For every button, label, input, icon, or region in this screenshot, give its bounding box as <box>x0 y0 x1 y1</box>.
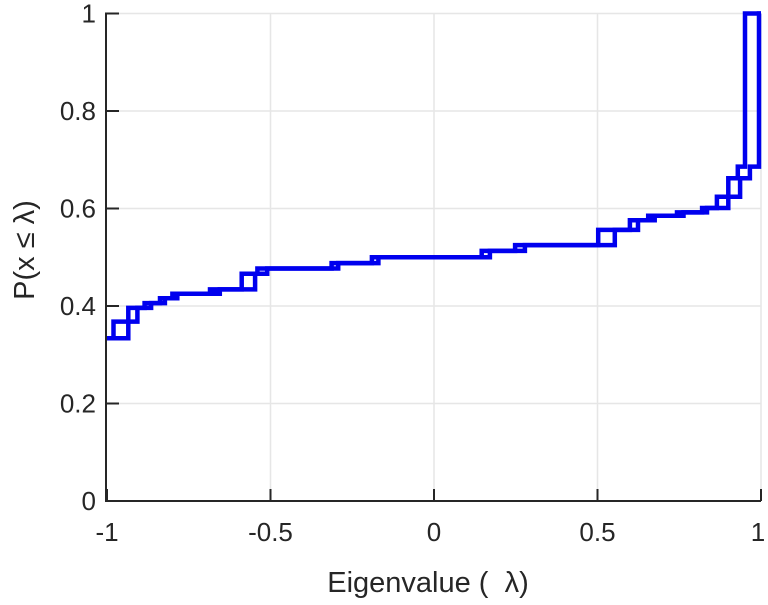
y-tick-label: 0.2 <box>60 389 96 419</box>
gridlines <box>107 12 762 501</box>
x-tick-labels: -1 -0.5 0 0.5 1 <box>95 517 765 547</box>
y-tick-label: 1 <box>82 0 96 29</box>
ecdf-curve-b <box>107 11 762 341</box>
x-tick-label: 1 <box>751 517 765 547</box>
x-tick-label: 0 <box>427 517 441 547</box>
y-tick-labels: 0 0.2 0.4 0.6 0.8 1 <box>60 0 96 516</box>
x-tick-label: -1 <box>95 517 118 547</box>
y-tick-label: 0.4 <box>60 291 96 321</box>
y-tick-label: 0 <box>82 486 96 516</box>
x-tick-label: -0.5 <box>248 517 293 547</box>
y-tick-label: 0.8 <box>60 96 96 126</box>
ecdf-curve <box>107 11 762 341</box>
x-axis-label: Eigenvalue ( λ) <box>327 567 529 599</box>
tick-marks <box>106 12 762 502</box>
y-tick-label: 0.6 <box>60 194 96 224</box>
x-tick-label: 0.5 <box>579 517 615 547</box>
y-axis-label: P(x ≤ λ) <box>9 200 41 300</box>
